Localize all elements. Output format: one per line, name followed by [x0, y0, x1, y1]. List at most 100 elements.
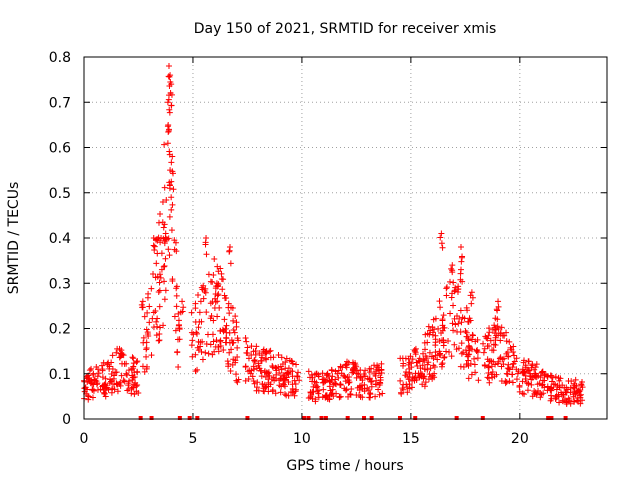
data-point [557, 375, 564, 382]
data-point [157, 274, 164, 281]
data-point [102, 393, 109, 400]
data-point [143, 353, 150, 360]
data-point [212, 295, 219, 302]
data-point [167, 167, 174, 174]
baseline-marker [306, 416, 311, 420]
data-point [245, 375, 252, 382]
data-point [424, 361, 431, 368]
data-point [450, 302, 457, 309]
data-point [498, 324, 505, 331]
data-point [544, 383, 551, 390]
data-point [324, 370, 331, 377]
data-point [261, 381, 268, 388]
data-point [405, 376, 412, 383]
data-point [463, 360, 470, 367]
data-point [468, 289, 475, 296]
baseline-marker [177, 416, 182, 420]
data-point [233, 319, 240, 326]
data-point [572, 376, 579, 383]
data-point [536, 380, 543, 387]
data-point [503, 378, 510, 385]
data-point [151, 243, 158, 250]
data-point [214, 313, 221, 320]
data-point [556, 399, 563, 406]
data-point [307, 389, 314, 396]
data-point [296, 377, 303, 384]
data-point [458, 258, 465, 265]
data-point [516, 382, 523, 389]
data-point [315, 371, 322, 378]
baseline-marker [563, 416, 568, 420]
baseline-marker [480, 416, 485, 420]
data-point [457, 270, 464, 277]
data-point [114, 388, 121, 395]
data-point [269, 362, 276, 369]
data-point [160, 224, 167, 231]
data-point [234, 379, 241, 386]
data-point [524, 387, 531, 394]
data-point [285, 392, 292, 399]
data-point [452, 321, 459, 328]
data-point [120, 377, 127, 384]
data-point [438, 230, 445, 237]
data-point [150, 309, 157, 316]
data-point [109, 366, 116, 373]
data-point [277, 389, 284, 396]
data-point [514, 370, 521, 377]
data-point [503, 338, 510, 345]
data-point [345, 393, 352, 400]
data-point [559, 397, 566, 404]
data-point [471, 361, 478, 368]
data-point [430, 362, 437, 369]
data-point [88, 365, 95, 372]
data-point [422, 346, 429, 353]
data-point [480, 340, 487, 347]
data-point [490, 347, 497, 354]
data-point [558, 391, 565, 398]
data-point [263, 356, 270, 363]
data-point [459, 278, 466, 285]
data-point [292, 380, 299, 387]
data-point [556, 384, 563, 391]
data-point [202, 241, 209, 248]
data-point [159, 199, 166, 206]
data-point [349, 369, 356, 376]
y-tick-label: 0.7 [49, 95, 71, 111]
data-point [319, 393, 326, 400]
data-point [102, 375, 109, 382]
data-point [91, 377, 98, 384]
data-point [406, 365, 413, 372]
data-point [162, 287, 169, 294]
data-point [497, 337, 504, 344]
data-point [200, 295, 207, 302]
data-point [89, 386, 96, 393]
data-point [285, 379, 292, 386]
data-point [253, 387, 260, 394]
data-point [251, 357, 258, 364]
data-point [412, 349, 419, 356]
data-point [106, 363, 113, 370]
y-axis-title: SRMTID / TECUs [6, 182, 22, 295]
data-point [273, 365, 280, 372]
data-point [228, 346, 235, 353]
data-point [485, 375, 492, 382]
data-point [139, 304, 146, 311]
data-point [128, 390, 135, 397]
data-point [346, 374, 353, 381]
data-point [156, 303, 163, 310]
data-point [465, 375, 472, 382]
data-point [224, 358, 231, 365]
data-point [481, 345, 488, 352]
data-point [131, 369, 138, 376]
data-point [157, 211, 164, 218]
data-point [85, 393, 92, 400]
data-point [434, 356, 441, 363]
data-point [156, 324, 163, 331]
data-point [515, 368, 522, 375]
data-point [502, 380, 509, 387]
data-point [210, 338, 217, 345]
data-point [498, 377, 505, 384]
data-point [175, 364, 182, 371]
data-point [198, 318, 205, 325]
data-point [399, 385, 406, 392]
